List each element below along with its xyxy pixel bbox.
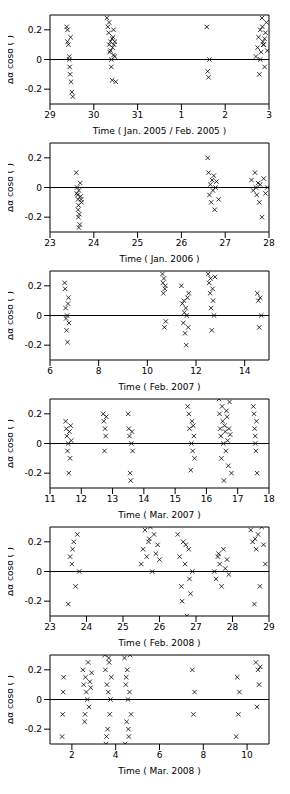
svg-text:-0.2: -0.2: [24, 596, 42, 606]
svg-text:Δα cosδ (″): Δα cosδ (″): [8, 291, 15, 340]
svg-text:28: 28: [227, 622, 239, 632]
svg-text:Time ( Mar. 2008 ): Time ( Mar. 2008 ): [117, 766, 200, 776]
svg-text:24: 24: [81, 622, 93, 632]
svg-text:29: 29: [44, 110, 56, 120]
svg-text:12: 12: [76, 494, 87, 504]
svg-text:-0.2: -0.2: [24, 468, 42, 478]
svg-text:0.2: 0.2: [28, 665, 42, 675]
svg-text:Δα cosδ (″): Δα cosδ (″): [8, 547, 15, 596]
svg-text:0: 0: [36, 567, 42, 577]
svg-text:0.2: 0.2: [28, 409, 42, 419]
svg-text:6: 6: [47, 366, 53, 376]
svg-text:Δα cosδ (″): Δα cosδ (″): [8, 419, 15, 468]
svg-text:0: 0: [36, 439, 42, 449]
svg-text:0: 0: [36, 55, 42, 65]
svg-text:26: 26: [154, 622, 166, 632]
svg-text:14: 14: [239, 366, 251, 376]
svg-text:14: 14: [138, 494, 150, 504]
svg-text:4: 4: [113, 750, 119, 760]
svg-text:0.2: 0.2: [28, 537, 42, 547]
svg-text:26: 26: [176, 238, 188, 248]
svg-text:Time ( Jan. 2006 ): Time ( Jan. 2006 ): [118, 254, 199, 264]
svg-text:Time ( Jan. 2005 / Feb. 2005 ): Time ( Jan. 2005 / Feb. 2005 ): [92, 126, 226, 136]
svg-text:-0.2: -0.2: [24, 340, 42, 350]
svg-text:23: 23: [44, 238, 55, 248]
svg-text:8: 8: [200, 750, 206, 760]
svg-text:Time ( Feb. 2007 ): Time ( Feb. 2007 ): [117, 382, 200, 392]
svg-text:3: 3: [266, 110, 272, 120]
svg-text:0: 0: [36, 183, 42, 193]
svg-text:Δα cosδ (″): Δα cosδ (″): [8, 675, 15, 724]
svg-text:29: 29: [263, 622, 275, 632]
svg-text:0: 0: [36, 695, 42, 705]
svg-text:27: 27: [219, 238, 230, 248]
svg-text:1: 1: [179, 110, 185, 120]
svg-text:6: 6: [157, 750, 163, 760]
svg-text:Time ( Mar. 2007 ): Time ( Mar. 2007 ): [117, 510, 200, 520]
svg-text:31: 31: [132, 110, 143, 120]
svg-text:0.2: 0.2: [28, 153, 42, 163]
svg-text:25: 25: [132, 238, 143, 248]
svg-text:-0.2: -0.2: [24, 212, 42, 222]
svg-text:15: 15: [169, 494, 180, 504]
svg-text:25: 25: [117, 622, 128, 632]
svg-text:2: 2: [222, 110, 228, 120]
svg-text:24: 24: [88, 238, 100, 248]
svg-text:0.2: 0.2: [28, 25, 42, 35]
svg-text:2: 2: [69, 750, 75, 760]
svg-text:Time ( Feb. 2008 ): Time ( Feb. 2008 ): [117, 638, 200, 648]
svg-text:0.2: 0.2: [28, 281, 42, 291]
svg-text:30: 30: [88, 110, 100, 120]
svg-text:10: 10: [241, 750, 253, 760]
svg-text:-0.2: -0.2: [24, 724, 42, 734]
svg-text:18: 18: [263, 494, 275, 504]
svg-text:Δα cosδ (″): Δα cosδ (″): [8, 163, 15, 212]
svg-text:-0.2: -0.2: [24, 84, 42, 94]
svg-text:10: 10: [142, 366, 154, 376]
svg-text:11: 11: [44, 494, 55, 504]
svg-text:8: 8: [96, 366, 102, 376]
svg-text:0: 0: [36, 311, 42, 321]
svg-text:12: 12: [190, 366, 201, 376]
svg-text:Δα cosδ (″): Δα cosδ (″): [8, 35, 15, 84]
svg-text:27: 27: [190, 622, 201, 632]
svg-text:17: 17: [232, 494, 243, 504]
svg-text:16: 16: [201, 494, 213, 504]
svg-text:23: 23: [44, 622, 55, 632]
svg-text:28: 28: [263, 238, 275, 248]
svg-text:13: 13: [107, 494, 118, 504]
